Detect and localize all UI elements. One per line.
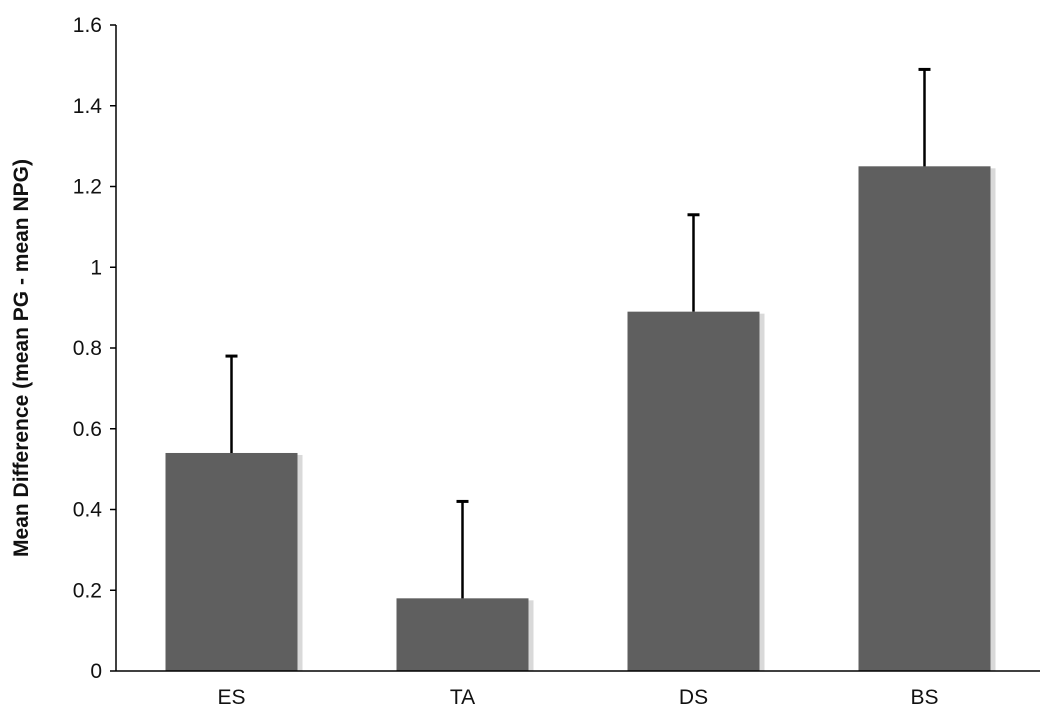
bar-ds [627,311,760,671]
y-tick-label: 0.8 [73,337,102,360]
y-tick-label: 1.2 [73,176,102,199]
y-tick-label: 0.4 [73,499,103,522]
x-tick-label: TA [450,686,475,709]
x-axis-labels: ES TA DS BS [217,686,938,709]
bars-group [165,166,996,671]
bar-es [165,452,298,671]
error-bars-group [225,67,931,599]
y-axis-title: Mean Difference (mean PG - mean NPG) [10,159,33,557]
y-tick-label: 1.6 [73,14,102,37]
bar-bs [858,166,991,671]
y-tick-label: 0.2 [73,579,102,602]
y-tick-label: 1 [90,256,102,279]
x-tick-label: DS [679,686,708,709]
y-axis-ticks: 0 0.2 0.4 0.6 0.8 1 1.2 1.4 1.6 [73,14,116,683]
y-tick-label: 0 [90,660,102,683]
x-tick-label: ES [217,686,245,709]
y-tick-label: 0.6 [73,418,102,441]
x-tick-label: BS [910,686,938,709]
bar-ta [396,598,529,671]
y-tick-label: 1.4 [73,95,103,118]
